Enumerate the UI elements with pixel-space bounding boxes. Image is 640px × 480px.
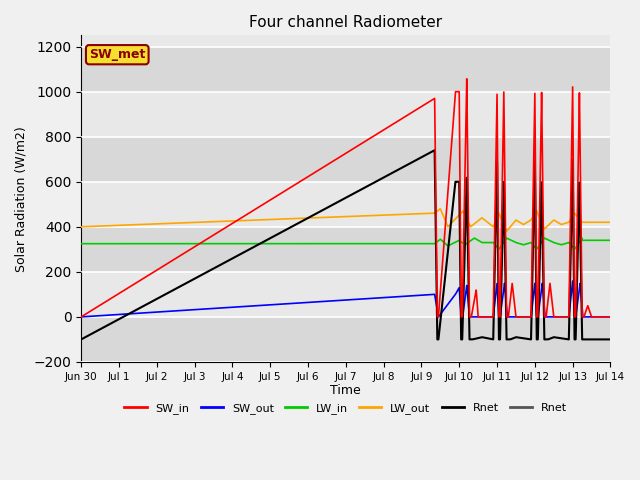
Legend: SW_in, SW_out, LW_in, LW_out, Rnet, Rnet: SW_in, SW_out, LW_in, LW_out, Rnet, Rnet [120,398,572,419]
Y-axis label: Solar Radiation (W/m2): Solar Radiation (W/m2) [15,126,28,272]
Bar [81,227,611,272]
X-axis label: Time: Time [330,384,361,397]
Bar [81,92,611,137]
Bar [81,182,611,227]
Bar [81,36,611,47]
Bar [81,137,611,182]
Title: Four channel Radiometer: Four channel Radiometer [249,15,442,30]
Text: SW_met: SW_met [89,48,145,61]
Bar [81,317,611,362]
Bar [81,272,611,317]
Bar [81,47,611,92]
